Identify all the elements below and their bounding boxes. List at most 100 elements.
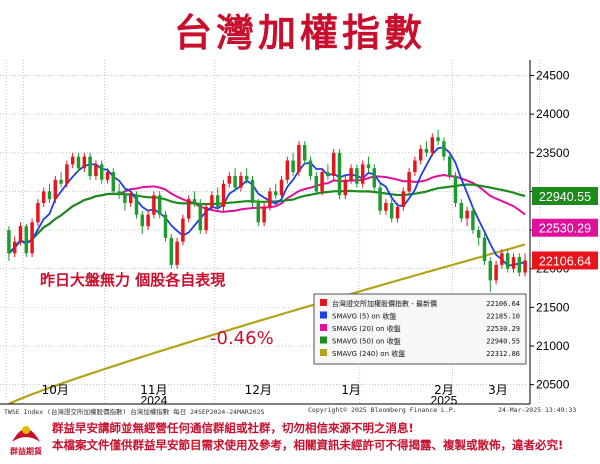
legend-swatch: [320, 349, 327, 356]
candle: [221, 179, 226, 211]
logo-text: 群益期貨: [10, 446, 42, 456]
candle-body: [262, 206, 266, 223]
candle: [459, 199, 464, 223]
candle: [163, 210, 168, 242]
candle: [366, 156, 371, 173]
candle-body: [181, 218, 185, 242]
candle-body: [291, 160, 295, 173]
candle: [41, 187, 46, 207]
y-tick-label: 23500: [536, 146, 570, 160]
candle-body: [105, 172, 110, 180]
candle: [157, 191, 162, 219]
value-label-text: 22530.29: [539, 222, 591, 236]
candle-body: [331, 152, 336, 176]
candle-body: [233, 175, 237, 188]
candle: [314, 172, 319, 196]
candle: [384, 199, 388, 215]
candle: [389, 199, 394, 223]
candles: [7, 129, 527, 292]
candle: [88, 152, 92, 180]
legend-frame: [313, 293, 527, 365]
candle: [198, 199, 203, 234]
candle-body: [70, 156, 75, 165]
candle-body: [157, 195, 162, 215]
x-year-label: 2024: [141, 394, 168, 407]
timestamp-text: 24-Mar-2025 13:49:33: [498, 406, 577, 414]
candle: [123, 187, 127, 211]
candle-body: [430, 137, 435, 153]
comment-annotation: 昨日大盤無力 個股各自表現: [40, 271, 225, 289]
candle: [210, 191, 214, 211]
x-year-label: 2025: [431, 394, 458, 407]
candle-body: [192, 199, 197, 204]
candle: [204, 203, 208, 234]
candle: [7, 226, 11, 261]
candle-body: [30, 222, 34, 254]
candle-body: [395, 206, 400, 219]
candle: [47, 183, 52, 204]
candle-body: [198, 203, 203, 231]
candle: [297, 141, 301, 176]
candle-body: [320, 172, 324, 192]
candle-body: [117, 191, 121, 196]
candle: [488, 257, 493, 292]
candle-body: [465, 210, 469, 219]
candle: [12, 236, 17, 258]
candle-body: [500, 253, 504, 265]
candle-body: [7, 230, 11, 254]
candle-body: [204, 206, 208, 231]
candle: [239, 172, 243, 192]
candle: [273, 183, 278, 200]
candle: [268, 187, 272, 211]
candle-body: [476, 230, 481, 238]
candle-body: [378, 187, 382, 211]
candle: [192, 191, 197, 207]
legend-swatch: [320, 311, 327, 319]
x-axis: 10月 11月 12月 1月 2月 3月 2024 2025: [0, 383, 530, 406]
candle-body: [384, 203, 388, 211]
legend-entry-label: SMAVG (50) on 收盤: [332, 337, 401, 346]
candle-body: [152, 195, 156, 215]
candle-body: [418, 148, 423, 161]
candle-body: [523, 260, 527, 273]
candle-body: [244, 175, 249, 180]
candle: [250, 175, 255, 207]
candle: [285, 156, 290, 184]
candle: [18, 222, 23, 246]
candle: [152, 191, 156, 219]
candle: [24, 223, 29, 258]
candle: [36, 199, 40, 227]
value-label-box: [532, 251, 598, 270]
candle: [355, 164, 359, 188]
candle-body: [337, 152, 342, 196]
candle: [134, 191, 139, 219]
candle: [53, 175, 58, 204]
candle: [76, 152, 81, 173]
legend-entry-value: 22940.55: [486, 338, 520, 346]
company-logo: 群益期貨: [4, 418, 48, 460]
candle-body: [360, 164, 365, 184]
y-tick-label: 24500: [536, 68, 570, 82]
candle-body: [285, 160, 290, 180]
x-tick-label: 2月: [434, 383, 454, 397]
candle-body: [355, 168, 359, 184]
candle: [262, 203, 266, 227]
candle: [331, 148, 336, 180]
disclaimer: 群益早安講師並無經營任何通信群組或社群，切勿相信來源不明之消息! 本檔案文件僅供…: [52, 420, 597, 454]
candle-body: [128, 195, 133, 204]
candle-body: [36, 203, 40, 223]
value-label-box: [532, 187, 598, 206]
chart-grid: [0, 60, 540, 404]
candle-body: [221, 183, 226, 207]
candle-body: [442, 141, 446, 157]
candle-body: [308, 160, 313, 176]
legend-entry-value: 22185.10: [486, 313, 520, 321]
candle: [169, 233, 174, 269]
candle: [517, 253, 522, 277]
candle-body: [41, 191, 46, 204]
x-tick-label: 10月: [42, 383, 69, 397]
value-label-text: 22106.64: [539, 254, 591, 268]
candle-body: [459, 203, 464, 219]
candle: [186, 195, 191, 223]
candle: [372, 164, 377, 192]
